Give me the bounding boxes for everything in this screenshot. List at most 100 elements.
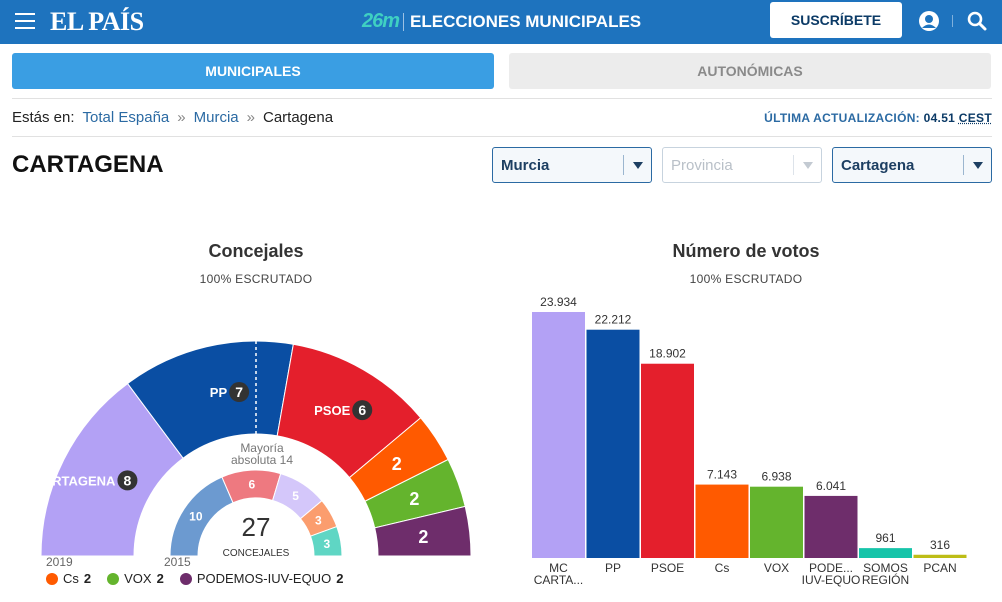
last-update-time: 04.51 [923, 111, 956, 125]
vote-bar-category-label: SOMOS [863, 561, 908, 575]
top-bar: EL PAÍS 26m ELECCIONES MUNICIPALES SUSCR… [0, 0, 1002, 44]
votes-chart-title: Número de votos [672, 241, 820, 261]
divider [12, 136, 992, 137]
year-outer-label: 2019 [46, 555, 73, 569]
vote-bar-category-label: MC [549, 561, 568, 575]
tab-municipales[interactable]: MUNICIPALES [12, 53, 494, 89]
vote-bar[interactable] [695, 484, 749, 558]
breadcrumb-separator: » [177, 109, 186, 126]
breadcrumb-total-espana[interactable]: Total España [82, 109, 170, 126]
legend-item: PODEMOS-IUV-EQUO 2 [179, 571, 344, 586]
subscribe-button[interactable]: SUSCRÍBETE [770, 2, 902, 38]
vote-bar-category-label: PP [605, 561, 621, 575]
tab-autonomicas[interactable]: AUTONÓMICAS [509, 53, 991, 89]
vote-bar-value-label: 22.212 [595, 313, 632, 327]
seat-slice-label: MC CARTAGENA [10, 473, 117, 488]
vote-bar[interactable] [859, 548, 912, 558]
legend-item: VOX 2 [107, 571, 164, 586]
vote-bar-category-label: PSOE [651, 561, 684, 575]
legend-value: 2 [83, 571, 92, 586]
majority-label: absoluta 14 [231, 453, 293, 467]
breadcrumb-separator: » [246, 109, 255, 126]
region-select-value: Murcia [501, 156, 550, 174]
chevron-down-icon [623, 155, 651, 175]
seat-slice-label: PP [210, 385, 228, 400]
vote-bar-value-label: 961 [875, 531, 895, 545]
year-inner-label: 2015 [164, 555, 191, 569]
province-select-placeholder: Provincia [671, 156, 733, 174]
brand-mark: 26m [362, 10, 400, 32]
seat-count-value: 2 [409, 489, 419, 509]
seat-count-value: 3 [315, 513, 322, 527]
vote-bar-category-label: PODE... [809, 561, 853, 575]
seat-count-value: 10 [189, 510, 203, 524]
divider [12, 98, 992, 99]
vote-bar-value-label: 316 [930, 538, 950, 552]
breadcrumb-murcia[interactable]: Murcia [193, 109, 239, 126]
municipality-select-value: Cartagena [841, 156, 915, 174]
seat-slice-2015-podemos-iuv-equo[interactable] [309, 525, 343, 557]
search-icon[interactable] [966, 10, 988, 32]
chevron-down-icon [963, 155, 991, 175]
seat-slice-2019-podemos-iuv-equo[interactable] [374, 505, 472, 557]
legend-dot [107, 572, 120, 585]
vote-bar-category-label: IUV-EQUO [802, 573, 861, 587]
municipality-select[interactable]: Cartagena [832, 147, 992, 183]
last-update-timezone: CEST [958, 111, 992, 125]
seat-count-value: 5 [292, 489, 299, 503]
seat-count-value: 6 [248, 477, 255, 491]
vote-bar-value-label: 7.143 [707, 468, 737, 482]
election-title[interactable]: 26m ELECCIONES MUNICIPALES [362, 10, 641, 33]
total-seats: 27 [242, 512, 271, 542]
majority-label: Mayoría [240, 441, 284, 455]
legend-name: PODEMOS-IUV-EQUO [196, 571, 332, 586]
vote-bar[interactable] [913, 554, 967, 558]
breadcrumb-prefix: Estás en: [12, 109, 75, 126]
last-update: ÚLTIMA ACTUALIZACIÓN: 04.51 CEST [764, 111, 992, 125]
chevron-down-icon [793, 155, 821, 175]
title-divider [403, 12, 405, 31]
region-select[interactable]: Murcia [492, 147, 652, 183]
vote-bar[interactable] [804, 495, 858, 558]
menu-icon[interactable] [15, 13, 35, 29]
seat-count-value: 7 [235, 384, 243, 400]
seat-count-value: 2 [418, 527, 428, 547]
legend-item: Cs 2 [46, 571, 91, 586]
seat-count-badge [117, 470, 138, 491]
vote-bar-value-label: 23.934 [540, 295, 577, 309]
seat-count-badge [352, 400, 373, 421]
votes-chart-subtitle: 100% ESCRUTADO [689, 272, 803, 286]
seats-chart-title: Concejales [208, 241, 304, 261]
vote-bar-category-label: REGIÓN [862, 572, 909, 587]
breadcrumb: Estás en: Total España » Murcia » Cartag… [12, 109, 333, 126]
vote-bar-category-label: PCAN [923, 561, 956, 575]
province-select[interactable]: Provincia [662, 147, 822, 183]
total-seats-label: CONCEJALES [223, 548, 290, 559]
vote-bar-category-label: VOX [764, 561, 789, 575]
vote-bar-value-label: 6.938 [761, 470, 791, 484]
vote-bar-value-label: 18.902 [649, 347, 686, 361]
vote-bar-category-label: CARTA... [534, 573, 584, 587]
site-logo[interactable]: EL PAÍS [50, 7, 144, 36]
seat-count-value: 6 [358, 402, 366, 418]
vote-bar[interactable] [586, 329, 640, 558]
vote-bar[interactable] [641, 363, 694, 558]
page-title: CARTAGENA [12, 151, 164, 178]
legend-name: VOX [124, 571, 152, 586]
legend-value: 2 [156, 571, 164, 586]
breadcrumb-current: Cartagena [262, 109, 334, 126]
election-title-text: ELECCIONES MUNICIPALES [410, 11, 642, 31]
seat-slice-label: PSOE [314, 403, 350, 418]
seat-count-value: 2 [392, 454, 402, 474]
seat-count-value: 3 [324, 537, 331, 551]
seats-chart-subtitle: 100% ESCRUTADO [199, 272, 313, 286]
header-divider [952, 15, 953, 27]
vote-bar[interactable] [532, 312, 585, 558]
vote-bar-value-label: 6.041 [816, 479, 846, 493]
vote-bar[interactable] [750, 486, 803, 558]
legend-dot [46, 572, 58, 585]
user-icon[interactable] [918, 10, 940, 32]
legend-value: 2 [336, 571, 344, 586]
